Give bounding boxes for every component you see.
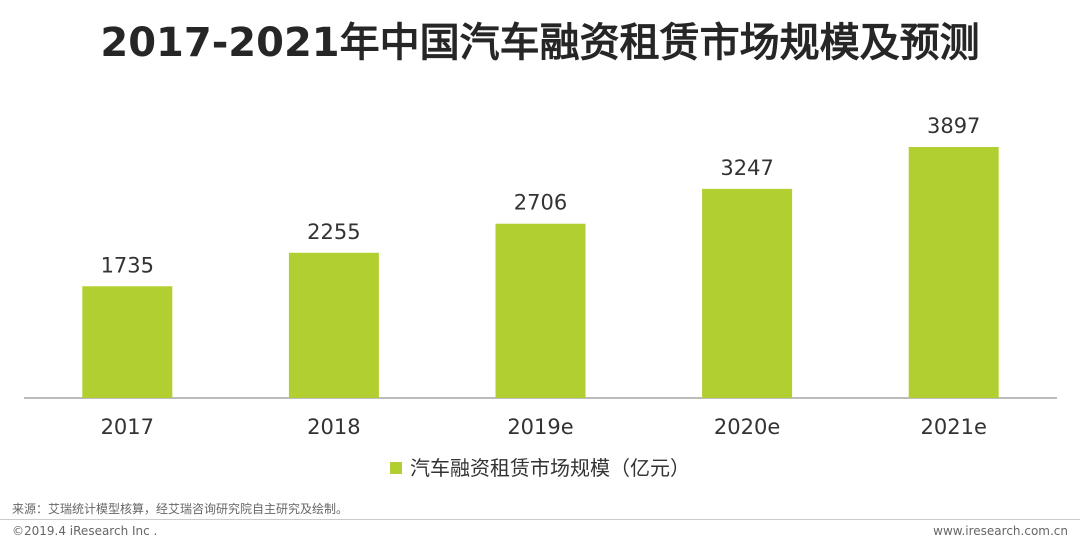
x-tick-label-2020e: 2020e bbox=[714, 415, 780, 439]
bar-2021e bbox=[908, 147, 999, 398]
x-tick-label-2019e: 2019e bbox=[507, 415, 573, 439]
value-label-2021e: 3897 bbox=[927, 114, 980, 138]
copyright-text: ©2019.4 iResearch Inc . bbox=[12, 524, 158, 538]
source-note: 来源：艾瑞统计模型核算，经艾瑞咨询研究院自主研究及绘制。 bbox=[12, 502, 349, 516]
x-tick-label-2021e: 2021e bbox=[921, 415, 987, 439]
bar-2019e bbox=[495, 223, 586, 398]
value-label-2017: 1735 bbox=[101, 253, 154, 277]
value-label-2020e: 3247 bbox=[720, 156, 773, 180]
x-tick-label-2018: 2018 bbox=[307, 415, 360, 439]
value-label-2019e: 2706 bbox=[514, 191, 567, 215]
legend-label: 汽车融资租赁市场规模（亿元） bbox=[410, 456, 690, 480]
x-tick-label-2017: 2017 bbox=[101, 415, 154, 439]
footer-divider bbox=[0, 519, 1080, 520]
value-label-2018: 2255 bbox=[307, 220, 360, 244]
bar-2018 bbox=[288, 252, 379, 398]
legend: 汽车融资租赁市场规模（亿元） bbox=[0, 452, 1080, 481]
chart-title: 2017-2021年中国汽车融资租赁市场规模及预测 bbox=[100, 20, 980, 66]
website-link[interactable]: www.iresearch.com.cn bbox=[933, 524, 1068, 538]
bar-2017 bbox=[82, 286, 173, 398]
legend-swatch bbox=[390, 461, 402, 474]
bar-2020e bbox=[702, 188, 793, 398]
